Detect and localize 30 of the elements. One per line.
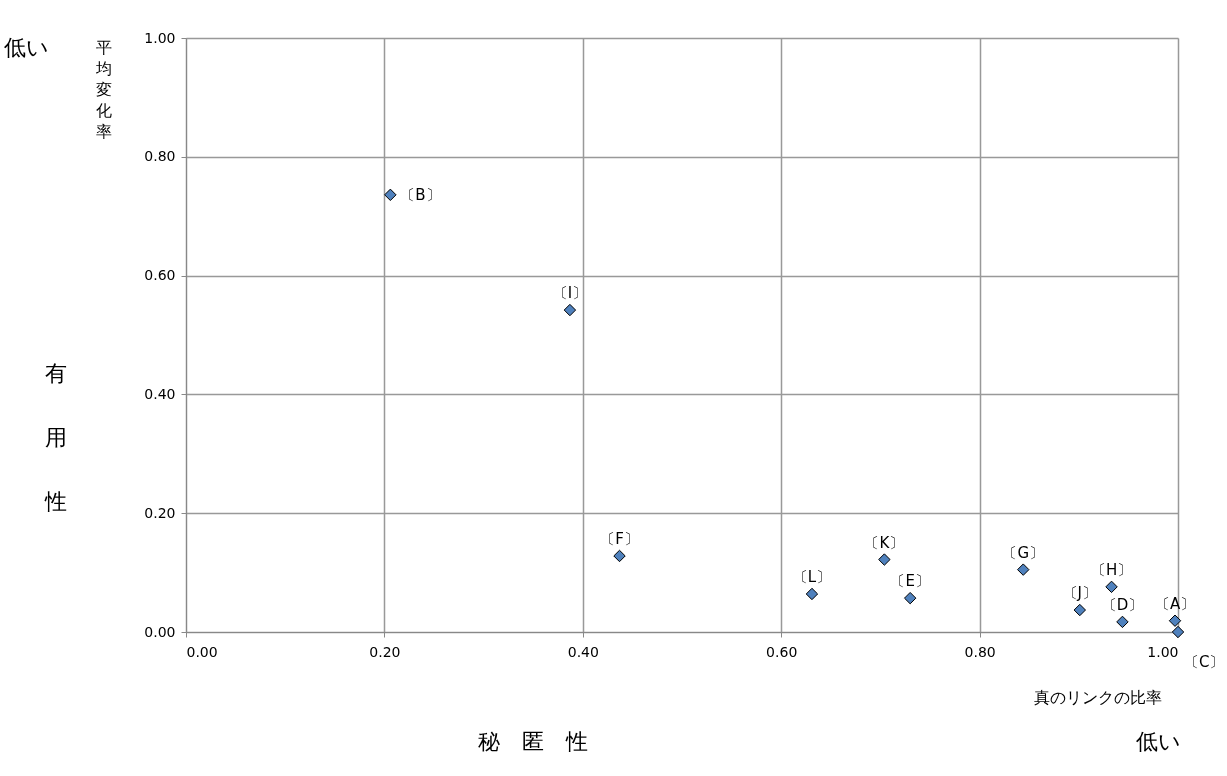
annotation: 〔B〕 <box>400 185 441 204</box>
x-tick-label: 1.00 <box>1147 643 1179 660</box>
annotation: 〔E〕 <box>890 572 930 591</box>
y-tick-label: 0.40 <box>144 385 176 402</box>
y-tick-label: 1.00 <box>144 29 176 46</box>
x-tick-label: 0.60 <box>766 643 798 660</box>
x-axis-title: 真のリンクの比率 <box>1034 688 1162 707</box>
annotation: 〔F〕 <box>600 529 639 548</box>
annotation: 〔A〕 <box>1154 594 1196 613</box>
annotation: 〔I〕 <box>552 284 588 303</box>
annotation: 〔K〕 <box>864 533 905 552</box>
text: 有用性 <box>45 361 67 514</box>
annotation: 〔J〕 <box>1062 584 1098 603</box>
text: 秘 匿 性 <box>478 729 589 754</box>
y-tick-label: 0.60 <box>144 267 176 284</box>
text: 低い <box>1135 729 1181 754</box>
annotation: 〔H〕 <box>1090 560 1133 579</box>
x-tick-label: 0.80 <box>964 643 996 660</box>
x-tick-label: 0.20 <box>369 643 401 660</box>
x-tick-label: 0.40 <box>567 643 599 660</box>
annotation: 〔G〕 <box>1002 543 1045 562</box>
y-tick-label: 0.00 <box>144 623 176 640</box>
y-tick-label: 0.20 <box>144 504 176 521</box>
annotation: 〔D〕 <box>1101 595 1144 614</box>
annotation: 〔C〕 <box>1184 653 1225 671</box>
y-axis-title: 平均変化率 <box>95 38 112 141</box>
annotation: 〔L〕 <box>792 567 832 586</box>
y-tick-label: 0.80 <box>144 148 176 165</box>
x-tick-label: 0.00 <box>186 643 218 660</box>
text: 低い <box>3 35 49 60</box>
